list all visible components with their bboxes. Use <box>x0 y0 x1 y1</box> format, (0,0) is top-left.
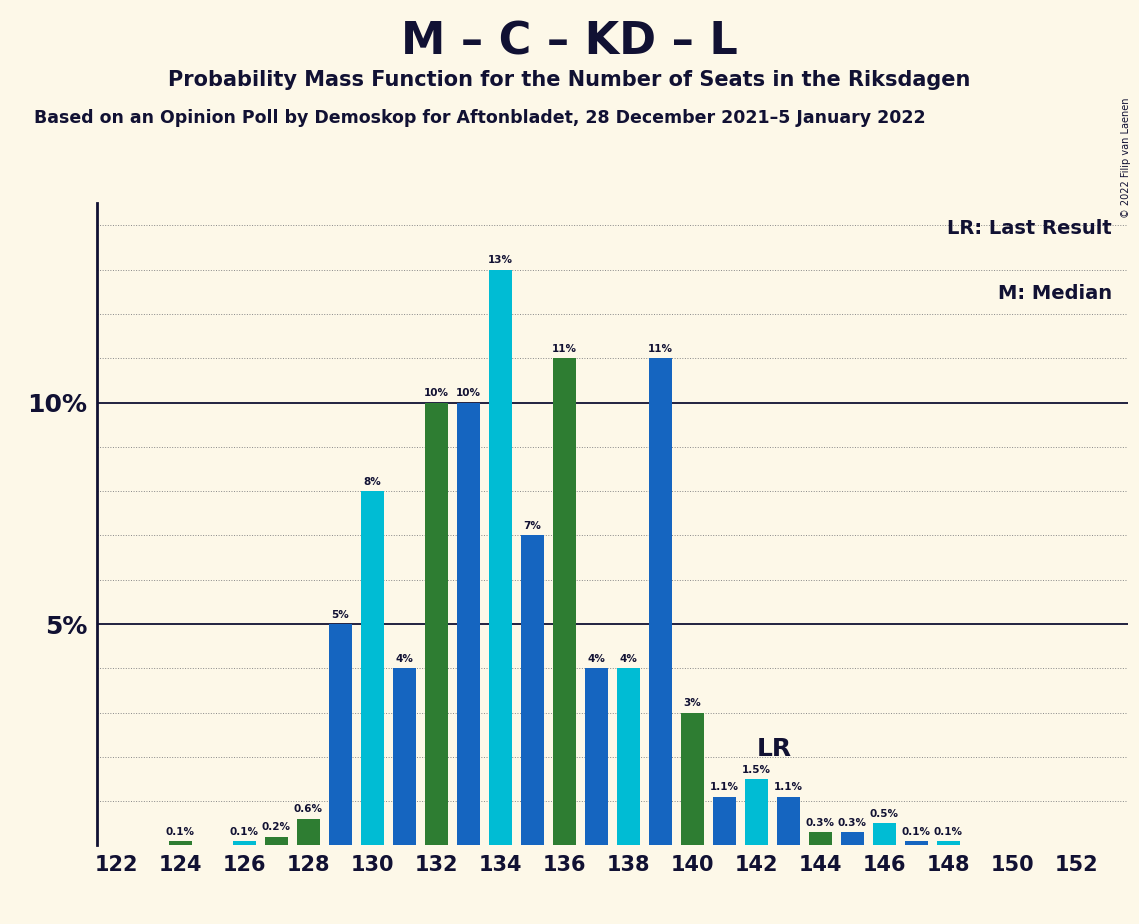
Bar <box>264 836 288 845</box>
Bar <box>616 668 640 845</box>
Bar <box>936 841 960 845</box>
Text: 0.1%: 0.1% <box>230 827 259 836</box>
Bar <box>745 779 768 845</box>
Text: 1.1%: 1.1% <box>710 783 739 792</box>
Text: 0.6%: 0.6% <box>294 805 322 814</box>
Text: 4%: 4% <box>395 654 413 663</box>
Bar <box>425 403 448 845</box>
Text: 11%: 11% <box>648 344 673 354</box>
Text: 10%: 10% <box>456 388 481 398</box>
Bar <box>681 712 704 845</box>
Bar <box>904 841 928 845</box>
Bar <box>296 819 320 845</box>
Text: 0.1%: 0.1% <box>934 827 962 836</box>
Text: 8%: 8% <box>363 477 380 487</box>
Bar <box>361 492 384 845</box>
Bar <box>393 668 416 845</box>
Text: 3%: 3% <box>683 699 702 708</box>
Bar <box>649 359 672 845</box>
Text: 0.5%: 0.5% <box>870 808 899 819</box>
Text: Probability Mass Function for the Number of Seats in the Riksdagen: Probability Mass Function for the Number… <box>169 70 970 91</box>
Bar <box>169 841 191 845</box>
Bar <box>809 833 831 845</box>
Text: M: Median: M: Median <box>998 284 1112 302</box>
Text: M – C – KD – L: M – C – KD – L <box>401 20 738 64</box>
Bar <box>489 270 511 845</box>
Text: M: M <box>486 543 514 572</box>
Bar <box>328 624 352 845</box>
Text: 13%: 13% <box>487 255 513 265</box>
Text: 4%: 4% <box>588 654 605 663</box>
Bar <box>777 796 800 845</box>
Text: Based on an Opinion Poll by Demoskop for Aftonbladet, 28 December 2021–5 January: Based on an Opinion Poll by Demoskop for… <box>34 109 926 127</box>
Text: 11%: 11% <box>551 344 576 354</box>
Text: LR: LR <box>756 737 792 761</box>
Text: 0.3%: 0.3% <box>838 818 867 828</box>
Text: 1.1%: 1.1% <box>773 783 803 792</box>
Text: 0.2%: 0.2% <box>262 822 290 833</box>
Bar <box>584 668 608 845</box>
Text: 0.1%: 0.1% <box>902 827 931 836</box>
Text: 1.5%: 1.5% <box>741 764 771 774</box>
Text: 0.1%: 0.1% <box>165 827 195 836</box>
Bar <box>872 823 896 845</box>
Bar <box>841 833 863 845</box>
Text: 7%: 7% <box>523 521 541 531</box>
Bar <box>457 403 480 845</box>
Bar <box>713 796 736 845</box>
Bar <box>232 841 255 845</box>
Text: 5%: 5% <box>331 610 349 620</box>
Text: © 2022 Filip van Laenen: © 2022 Filip van Laenen <box>1121 97 1131 217</box>
Text: 4%: 4% <box>620 654 637 663</box>
Bar <box>521 535 543 845</box>
Text: 10%: 10% <box>424 388 449 398</box>
Bar <box>552 359 575 845</box>
Text: LR: Last Result: LR: Last Result <box>948 219 1112 238</box>
Text: 0.3%: 0.3% <box>805 818 835 828</box>
